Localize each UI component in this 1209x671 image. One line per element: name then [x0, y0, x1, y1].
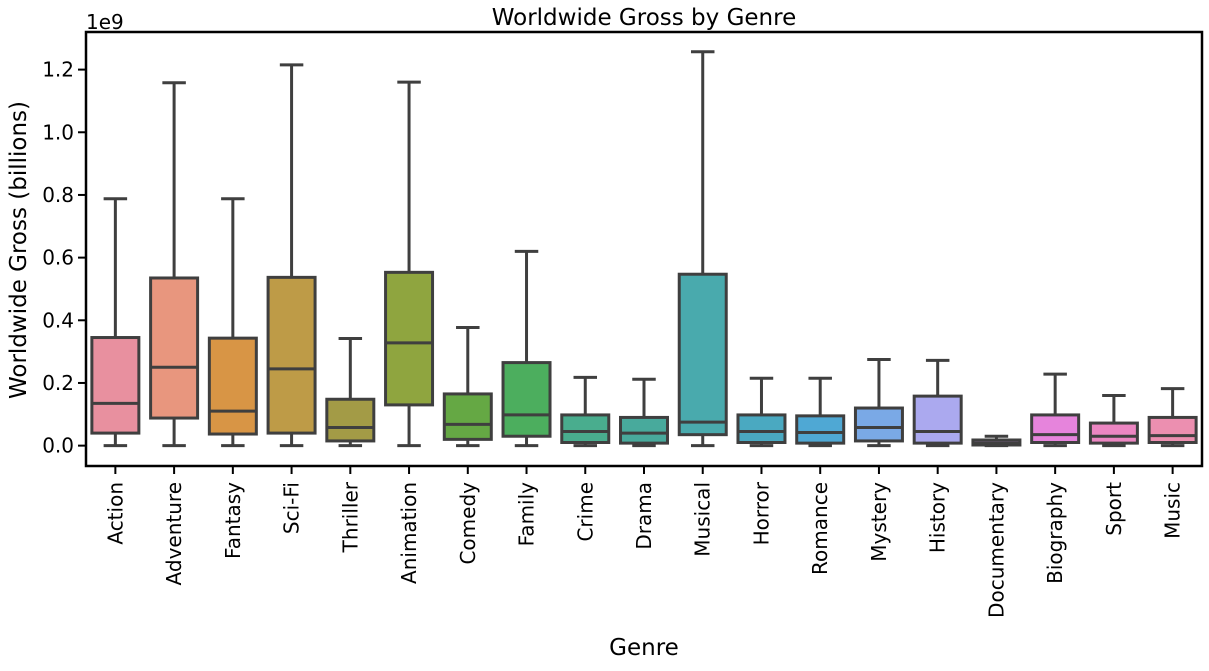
- box-fantasy: [207, 197, 258, 448]
- y-axis: 0.0 0.2 0.4 0.6 0.8 1.0 1.2: [42, 58, 86, 458]
- y-tick-label: 0.6: [42, 246, 74, 270]
- plot-frame: [84, 30, 1204, 468]
- iqr-box: [619, 415, 669, 445]
- iqr-box: [853, 406, 904, 443]
- iqr-box: [442, 392, 493, 441]
- x-tick-label: Fantasy: [221, 482, 245, 559]
- box-documentary: [971, 434, 1022, 448]
- x-tick-label: Thriller: [338, 481, 362, 553]
- x-tick-label: Mystery: [867, 482, 891, 562]
- box-history: [912, 358, 963, 448]
- box-crime: [560, 375, 611, 448]
- x-tick-label: Sport: [1102, 482, 1126, 536]
- x-tick-label: Documentary: [984, 482, 1008, 618]
- iqr-box: [90, 336, 141, 435]
- x-tick-label: History: [926, 482, 950, 553]
- box-comedy: [442, 325, 493, 448]
- y-axis-label: Worldwide Gross (billions): [6, 101, 32, 399]
- iqr-box: [795, 414, 846, 445]
- x-tick-label: Romance: [808, 482, 832, 575]
- x-tick-label: Comedy: [456, 482, 480, 565]
- box-action: [90, 197, 141, 448]
- x-tick-label: Horror: [749, 481, 773, 545]
- iqr-box: [1030, 413, 1081, 444]
- box-horror: [736, 376, 787, 448]
- y-tick-label: 0.2: [42, 371, 74, 395]
- x-axis: Action Adventure Fantasy Sci-Fi Thriller Anim…: [103, 466, 1185, 618]
- y-tick-label: 0.0: [42, 434, 74, 458]
- iqr-box: [677, 272, 728, 437]
- box-family: [501, 249, 552, 448]
- iqr-box: [207, 336, 258, 436]
- x-tick-label: Drama: [632, 482, 656, 550]
- iqr-box: [384, 270, 435, 407]
- x-tick-label: Animation: [397, 482, 421, 584]
- chart-title: Worldwide Gross by Genre: [492, 5, 796, 31]
- box-adventure: [149, 81, 200, 448]
- x-tick-label: Musical: [691, 482, 715, 557]
- box-music: [1147, 387, 1198, 448]
- iqr-box: [736, 413, 787, 444]
- x-tick-label: Family: [515, 482, 539, 547]
- x-tick-label: Biography: [1043, 482, 1067, 584]
- iqr-box: [560, 413, 611, 444]
- boxes: [90, 50, 1198, 448]
- x-tick-label: Crime: [573, 482, 597, 542]
- box-biography: [1030, 372, 1081, 448]
- iqr-box: [149, 276, 200, 420]
- y-tick-label: 1.2: [42, 58, 74, 82]
- iqr-box: [266, 275, 317, 435]
- x-tick-label: Music: [1161, 482, 1185, 539]
- box-thriller: [325, 336, 376, 448]
- box-musical: [677, 50, 728, 448]
- x-tick-label: Action: [103, 482, 127, 545]
- y-axis-offset-label: 1e9: [86, 10, 124, 34]
- iqr-box: [501, 361, 552, 438]
- iqr-box: [912, 394, 963, 445]
- box-romance: [795, 376, 846, 448]
- y-tick-label: 0.4: [42, 308, 74, 332]
- iqr-box: [325, 397, 376, 443]
- y-tick-label: 1.0: [42, 120, 74, 144]
- box-mystery: [853, 357, 904, 448]
- box-drama: [619, 377, 669, 448]
- iqr-box: [1088, 421, 1139, 445]
- box-animation: [384, 80, 435, 448]
- y-tick-label: 0.8: [42, 183, 74, 207]
- x-tick-label: Sci-Fi: [280, 482, 304, 534]
- box-sci-fi: [266, 63, 317, 448]
- box-sport: [1088, 393, 1139, 448]
- x-tick-label: Adventure: [162, 482, 186, 585]
- iqr-box: [1147, 415, 1198, 444]
- x-axis-label: Genre: [609, 635, 679, 661]
